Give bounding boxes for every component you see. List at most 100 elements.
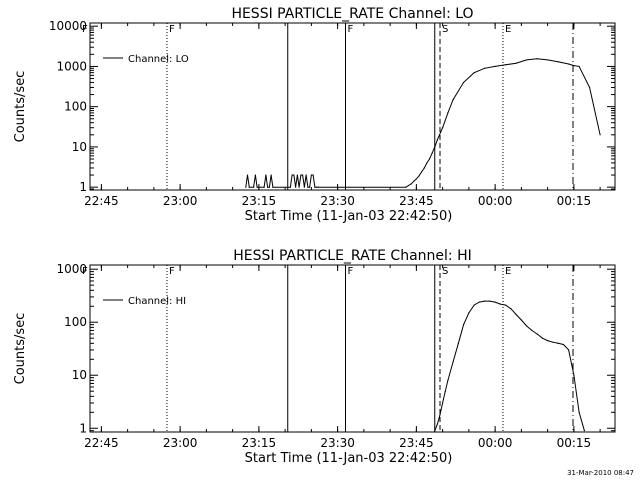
data-point <box>484 300 486 302</box>
data-point <box>293 174 295 176</box>
data-point <box>265 174 267 176</box>
x-tick-label: 00:00 <box>478 194 513 208</box>
x-tick-label: 23:00 <box>163 436 198 450</box>
data-point <box>505 304 507 306</box>
data-point <box>557 342 559 344</box>
data-point <box>428 158 431 160</box>
generation-timestamp: 31-Mar-2010 08:47 <box>567 469 634 477</box>
data-point <box>442 402 444 404</box>
data-point <box>312 174 314 176</box>
y-axis-label: Counts/sec <box>13 71 28 143</box>
data-point <box>499 303 501 305</box>
data-point <box>296 174 298 176</box>
data-point <box>526 325 528 327</box>
data-point <box>578 65 580 68</box>
data-point <box>267 186 269 188</box>
data-point <box>536 333 538 335</box>
data-point <box>452 98 454 101</box>
data-point <box>307 186 309 188</box>
data-point <box>494 65 496 68</box>
data-point <box>578 411 580 413</box>
data-point <box>298 186 300 188</box>
series-line <box>245 58 601 188</box>
data-point <box>434 430 436 432</box>
data-point <box>300 174 302 176</box>
data-point <box>305 174 307 176</box>
x-tick-label: 23:30 <box>320 194 355 208</box>
data-point <box>309 186 311 188</box>
y-tick-label: 1000 <box>56 59 87 73</box>
x-tick-label: 23:45 <box>399 436 434 450</box>
data-point <box>547 59 549 61</box>
data-point <box>573 64 575 67</box>
x-tick-label: 22:45 <box>84 436 119 450</box>
data-point <box>547 340 549 342</box>
data-point <box>314 186 316 188</box>
data-point <box>505 64 507 66</box>
data-point <box>520 319 522 321</box>
series-line <box>434 300 585 431</box>
time-marker-label: F <box>169 24 175 35</box>
data-point <box>254 174 256 176</box>
x-tick-label: 00:00 <box>478 436 513 450</box>
chart-title: HESSI PARTICLE_RATE Channel: HI <box>233 248 471 264</box>
data-point <box>463 324 465 326</box>
x-tick-label: 00:15 <box>557 194 592 208</box>
y-tick-label: 10000 <box>49 19 87 33</box>
data-point <box>489 300 491 302</box>
data-point <box>473 72 475 74</box>
x-tick-label: 23:15 <box>242 436 277 450</box>
data-point <box>289 186 291 188</box>
data-point <box>246 174 249 176</box>
corner-marker-label: F <box>82 266 88 277</box>
data-point <box>253 186 255 188</box>
data-point <box>436 139 438 141</box>
data-point <box>436 423 438 425</box>
x-tick-label: 23:15 <box>242 194 277 208</box>
data-point <box>316 186 318 188</box>
x-tick-label: 00:15 <box>557 436 592 450</box>
data-point <box>426 162 428 164</box>
data-point <box>439 414 441 416</box>
data-point <box>272 186 274 188</box>
y-tick-label: 1 <box>79 180 87 194</box>
y-tick-label: 100 <box>64 100 87 114</box>
data-point <box>531 329 533 332</box>
data-point <box>295 186 297 188</box>
data-point <box>494 301 496 303</box>
y-tick-label: 1000 <box>56 262 87 276</box>
data-point <box>317 186 319 188</box>
time-marker-label: F <box>348 266 354 277</box>
data-point <box>405 186 407 188</box>
plot-frame <box>89 264 616 433</box>
legend-label: Channel: LO <box>128 54 189 65</box>
data-point <box>568 349 570 351</box>
data-point <box>552 341 554 343</box>
data-point <box>245 186 247 188</box>
data-point <box>468 312 470 314</box>
data-point <box>447 379 449 381</box>
data-point <box>447 112 449 114</box>
data-point <box>291 174 293 176</box>
x-tick-label: 22:45 <box>84 194 119 208</box>
data-point <box>599 134 601 136</box>
data-point <box>303 186 305 188</box>
data-point <box>256 186 258 188</box>
x-tick-label: 23:45 <box>399 194 434 208</box>
y-tick-label: 1 <box>79 421 87 435</box>
chart-panel-1: HESSI PARTICLE_RATE Channel: LO 22:45 23:0… <box>13 6 616 224</box>
data-point <box>515 313 517 316</box>
data-point <box>263 186 265 188</box>
time-marker-label: F <box>348 24 354 35</box>
chart-title: HESSI PARTICLE_RATE Channel: LO <box>231 6 473 22</box>
data-point <box>434 146 436 148</box>
y-tick-label: 10 <box>72 140 87 154</box>
time-marker-label: S <box>442 266 448 277</box>
y-tick-label: 100 <box>64 315 87 329</box>
data-point <box>457 342 459 344</box>
data-point <box>310 174 312 176</box>
x-axis-label: Start Time (11-Jan-03 22:42:50) <box>245 209 453 224</box>
corner-marker-label: F <box>82 24 88 35</box>
data-point <box>444 390 446 392</box>
